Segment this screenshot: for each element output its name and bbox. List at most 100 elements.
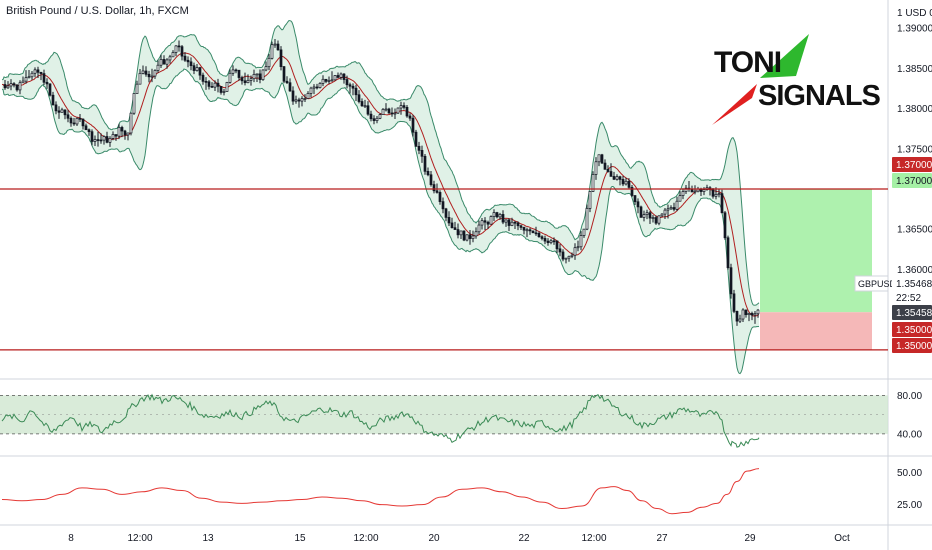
candle-body bbox=[504, 219, 508, 223]
candle-body bbox=[282, 66, 286, 82]
candle-body bbox=[372, 118, 376, 121]
candle-body bbox=[597, 154, 601, 163]
candle-body bbox=[183, 55, 187, 61]
candle-body bbox=[36, 69, 40, 73]
time-tick-label: 29 bbox=[744, 533, 756, 544]
candle-body bbox=[219, 86, 223, 93]
candle-body bbox=[561, 251, 565, 260]
candle-body bbox=[189, 61, 193, 67]
price-tick-label: 1.36000 bbox=[897, 265, 932, 276]
candle-body bbox=[249, 78, 253, 81]
candle-body bbox=[210, 86, 214, 88]
candle-body bbox=[579, 235, 583, 248]
candle-body bbox=[480, 220, 484, 226]
candle-body bbox=[330, 79, 334, 82]
candle-body bbox=[732, 293, 736, 312]
candle-body bbox=[633, 195, 637, 203]
candle-body bbox=[84, 125, 88, 131]
candle-body bbox=[543, 238, 547, 242]
candle-body bbox=[27, 76, 31, 79]
candle-body bbox=[441, 201, 445, 210]
candle-body bbox=[66, 114, 70, 119]
candle-body bbox=[306, 93, 310, 99]
rsi-panel bbox=[0, 393, 888, 448]
candle-body bbox=[3, 84, 7, 89]
candle-body bbox=[339, 73, 343, 78]
adx-tick-label: 25.00 bbox=[897, 500, 922, 511]
rsi-tick-label: 40.00 bbox=[897, 429, 922, 440]
candle-body bbox=[546, 240, 550, 243]
candle-body bbox=[651, 217, 655, 219]
candle-body bbox=[186, 59, 190, 63]
candle-body bbox=[615, 176, 619, 180]
candle-body bbox=[666, 208, 670, 211]
candle-body bbox=[630, 187, 634, 196]
candle-body bbox=[618, 176, 622, 180]
candle-body bbox=[78, 117, 82, 120]
symbol-tag-bg bbox=[854, 275, 889, 292]
candle-body bbox=[564, 257, 568, 260]
candle-body bbox=[723, 212, 727, 239]
badge-level-low-2-bg bbox=[892, 338, 932, 353]
candle-body bbox=[588, 191, 592, 209]
candle-body bbox=[321, 78, 325, 84]
candle-body bbox=[648, 212, 652, 219]
candle-body bbox=[159, 59, 163, 66]
candle-body bbox=[252, 74, 256, 80]
candle-body bbox=[507, 219, 511, 226]
candle-body bbox=[225, 82, 229, 92]
price-tick-label: 1.38000 bbox=[897, 104, 932, 115]
candle-body bbox=[483, 220, 487, 223]
candle-body bbox=[72, 122, 76, 125]
candle-body bbox=[540, 236, 544, 239]
candle-body bbox=[198, 67, 202, 76]
badge-level-high-green-bg bbox=[892, 173, 932, 188]
candle-body bbox=[258, 73, 262, 80]
candle-body bbox=[471, 235, 475, 239]
candle-body bbox=[108, 138, 112, 143]
candle-body bbox=[639, 206, 643, 218]
candle-body bbox=[657, 215, 661, 224]
candle-body bbox=[612, 176, 616, 180]
candle-body bbox=[717, 193, 721, 195]
candle-body bbox=[12, 83, 16, 86]
candle-body bbox=[228, 72, 232, 83]
toni-signals-logo: TONI SIGNALS bbox=[712, 32, 881, 127]
time-tick-label: 20 bbox=[428, 533, 440, 544]
candle-body bbox=[279, 49, 283, 67]
candle-body bbox=[177, 45, 181, 48]
candle-body bbox=[747, 313, 751, 316]
candle-body bbox=[456, 229, 460, 236]
candle-body bbox=[168, 56, 172, 61]
candle-body bbox=[114, 134, 118, 137]
candle-body bbox=[486, 221, 490, 225]
candle-body bbox=[510, 221, 514, 226]
candle-body bbox=[201, 74, 205, 82]
time-tick-label: 8 bbox=[68, 533, 74, 544]
candle-body bbox=[693, 190, 697, 193]
rsi-line bbox=[1, 393, 760, 448]
candle-body bbox=[387, 108, 391, 114]
candle-body bbox=[654, 217, 658, 224]
candle-body bbox=[567, 255, 571, 259]
candle-body bbox=[285, 80, 289, 84]
candle-body bbox=[711, 188, 715, 197]
candle-body bbox=[204, 81, 208, 83]
candle-body bbox=[297, 99, 301, 102]
candle-body bbox=[129, 112, 133, 134]
price-tick-label: 1.39000 bbox=[897, 24, 932, 35]
candle-body bbox=[519, 225, 523, 228]
candle-body bbox=[165, 59, 169, 65]
candle-body bbox=[141, 70, 145, 74]
candle-body bbox=[672, 207, 676, 210]
symbol-title[interactable]: British Pound / U.S. Dollar, 1h, FXCM bbox=[6, 5, 189, 17]
candle-body bbox=[684, 187, 688, 192]
candle-body bbox=[18, 82, 22, 91]
candle-body bbox=[621, 179, 625, 185]
candle-body bbox=[750, 313, 754, 316]
candle-body bbox=[234, 69, 238, 72]
candle-body bbox=[555, 240, 559, 250]
candle-body bbox=[117, 127, 121, 137]
candle-body bbox=[585, 208, 589, 230]
candle-body bbox=[594, 161, 598, 175]
